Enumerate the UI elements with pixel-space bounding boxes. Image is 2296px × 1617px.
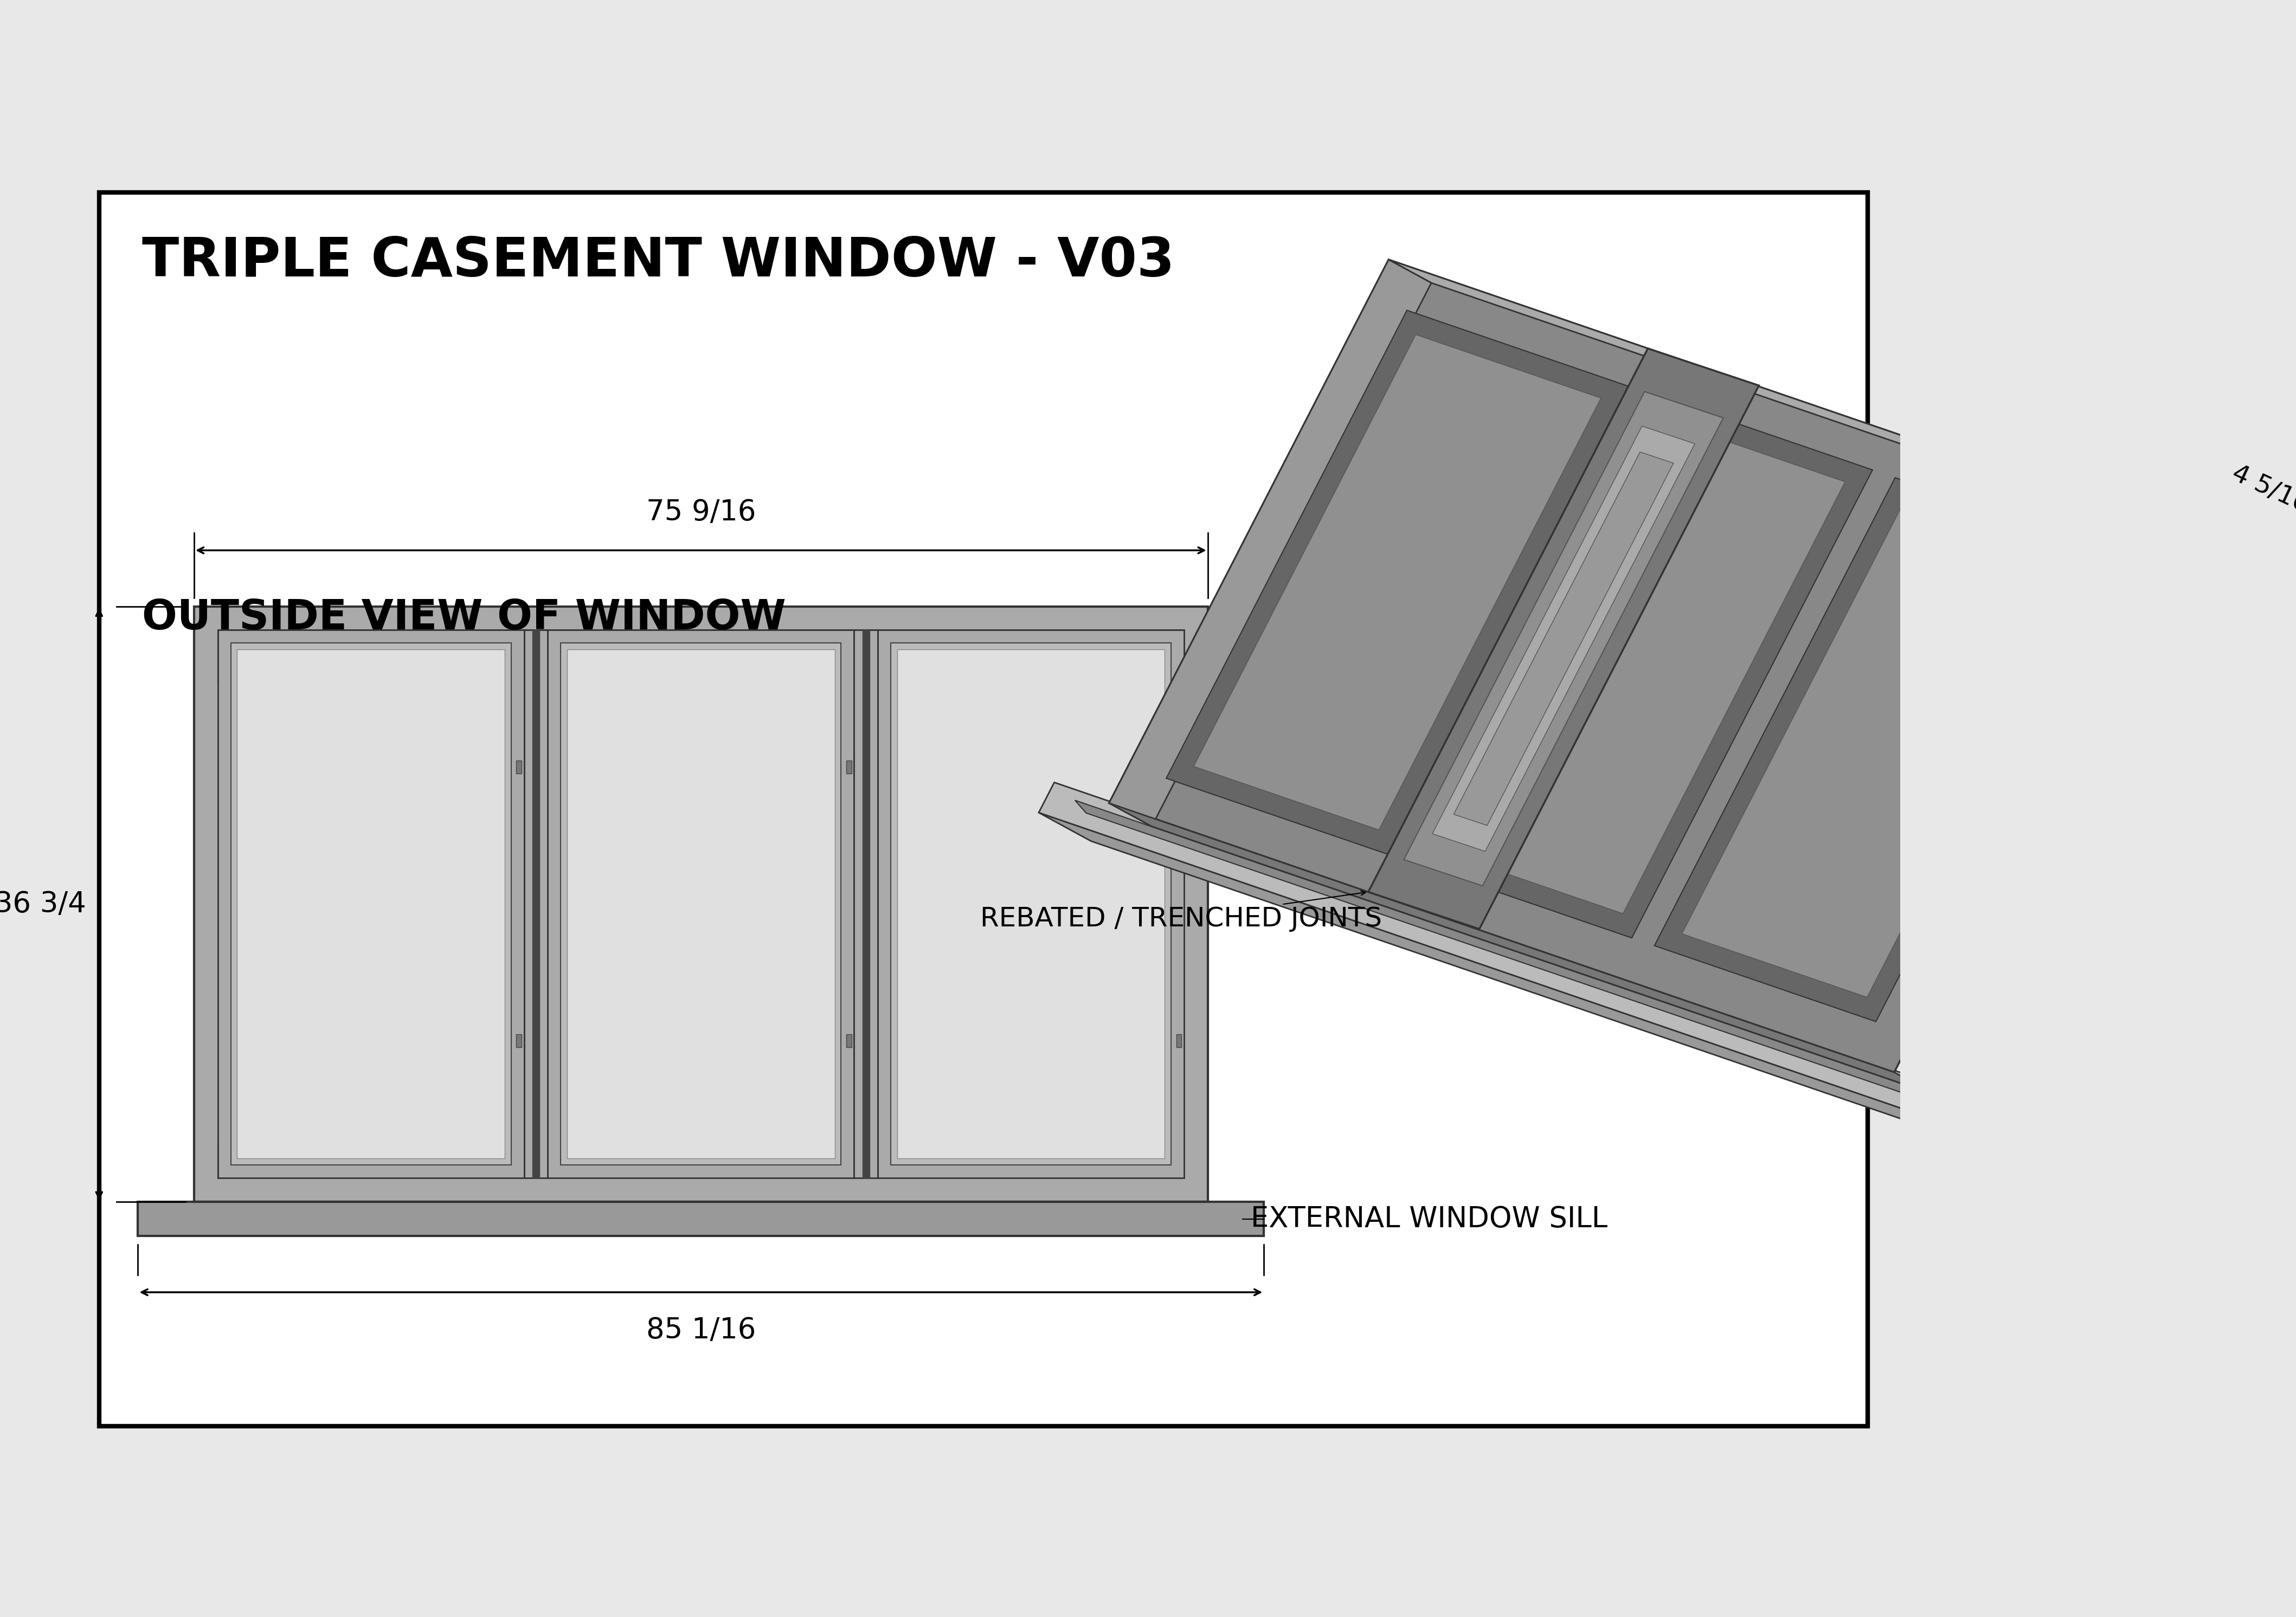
Polygon shape xyxy=(1109,804,1938,1096)
Polygon shape xyxy=(1038,813,1968,1142)
Polygon shape xyxy=(1403,391,1724,886)
Bar xyxy=(517,760,521,773)
Polygon shape xyxy=(1683,501,2089,998)
Text: OUTSIDE VIEW OF WINDOW: OUTSIDE VIEW OF WINDOW xyxy=(142,598,785,637)
Bar xyxy=(877,631,1185,1177)
Polygon shape xyxy=(1655,477,2117,1022)
Polygon shape xyxy=(1368,348,1759,930)
Text: REBATED / TRENCHED JOINTS: REBATED / TRENCHED JOINTS xyxy=(980,891,1382,931)
Text: 75 9/16: 75 9/16 xyxy=(645,498,755,527)
Polygon shape xyxy=(1038,783,1931,1112)
Polygon shape xyxy=(1194,335,1600,830)
Bar xyxy=(560,644,840,1164)
Text: 36 3/4: 36 3/4 xyxy=(0,889,87,918)
Bar xyxy=(218,1143,1185,1177)
Polygon shape xyxy=(1166,310,1628,854)
Polygon shape xyxy=(1410,395,1874,938)
Polygon shape xyxy=(1389,260,2216,551)
Polygon shape xyxy=(1109,260,1430,826)
Bar xyxy=(549,631,854,1177)
Bar xyxy=(863,631,870,1177)
Bar xyxy=(517,1035,521,1048)
Polygon shape xyxy=(1453,453,1674,825)
Bar xyxy=(1176,760,1182,773)
Bar xyxy=(854,631,877,1177)
Bar xyxy=(236,650,505,1158)
Bar xyxy=(847,1035,852,1048)
Polygon shape xyxy=(1437,419,1846,914)
Bar xyxy=(1176,1035,1182,1048)
Polygon shape xyxy=(1433,427,1694,851)
Bar xyxy=(567,650,836,1158)
Bar xyxy=(847,760,852,773)
Text: 85 1/16: 85 1/16 xyxy=(645,1316,755,1344)
Bar xyxy=(138,1201,1263,1235)
Text: 4 5/16: 4 5/16 xyxy=(2227,461,2296,517)
Bar xyxy=(218,631,523,1177)
Text: TRIPLE CASEMENT WINDOW - V03: TRIPLE CASEMENT WINDOW - V03 xyxy=(142,236,1176,288)
Text: EXTERNAL WINDOW SILL: EXTERNAL WINDOW SILL xyxy=(1251,1205,1607,1234)
Bar xyxy=(195,606,1208,1201)
Bar xyxy=(533,631,540,1177)
Bar xyxy=(230,644,512,1164)
Bar xyxy=(891,644,1171,1164)
Polygon shape xyxy=(1075,800,1919,1093)
Bar xyxy=(898,650,1164,1158)
Bar xyxy=(218,631,1185,682)
Bar xyxy=(523,631,549,1177)
Polygon shape xyxy=(1109,260,2174,1072)
